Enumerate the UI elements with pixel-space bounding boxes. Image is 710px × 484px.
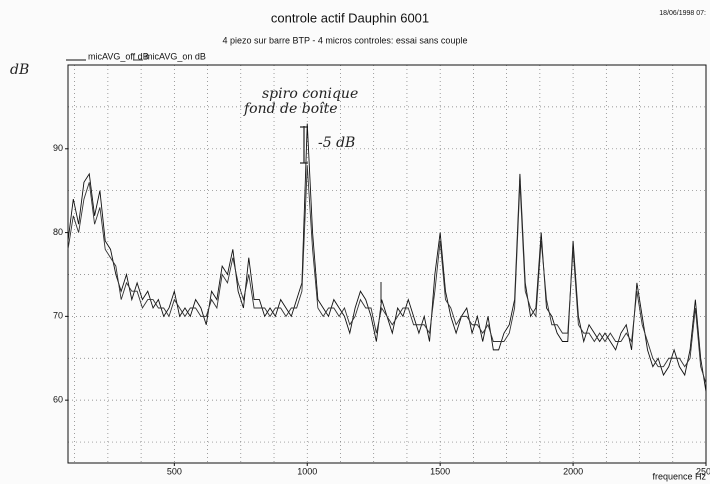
y-tick-label: 60: [53, 395, 63, 405]
date-stamp: 18/06/1998 07:: [659, 10, 706, 17]
chart-subtitle: 4 piezo sur barre BTP - 4 micros control…: [223, 35, 468, 45]
x-axis-label: frequence Hz: [652, 471, 706, 481]
annotation: -5 dB: [318, 135, 355, 151]
series-line: [67, 165, 707, 384]
plot-frame: [67, 64, 707, 464]
x-tick-label: 2000: [563, 466, 583, 476]
y-tick-label: 70: [53, 311, 63, 321]
x-tick-label: 1500: [430, 466, 450, 476]
legend-label: micAVG_off dB: [88, 51, 149, 61]
chart-title: controle actif Dauphin 6001: [271, 10, 429, 25]
annotation: fond de boîte: [243, 101, 338, 117]
x-tick-label: 1000: [297, 466, 317, 476]
y-tick-label: 80: [53, 227, 63, 237]
series-line: [67, 123, 707, 392]
x-tick-label: 500: [167, 466, 182, 476]
x-tick-label: 2500: [696, 466, 710, 476]
legend-label: micAVG_on dB: [145, 51, 206, 61]
annotation: dB: [10, 62, 29, 78]
annotation: spiro conique: [262, 86, 358, 102]
y-tick-label: 90: [53, 143, 63, 153]
